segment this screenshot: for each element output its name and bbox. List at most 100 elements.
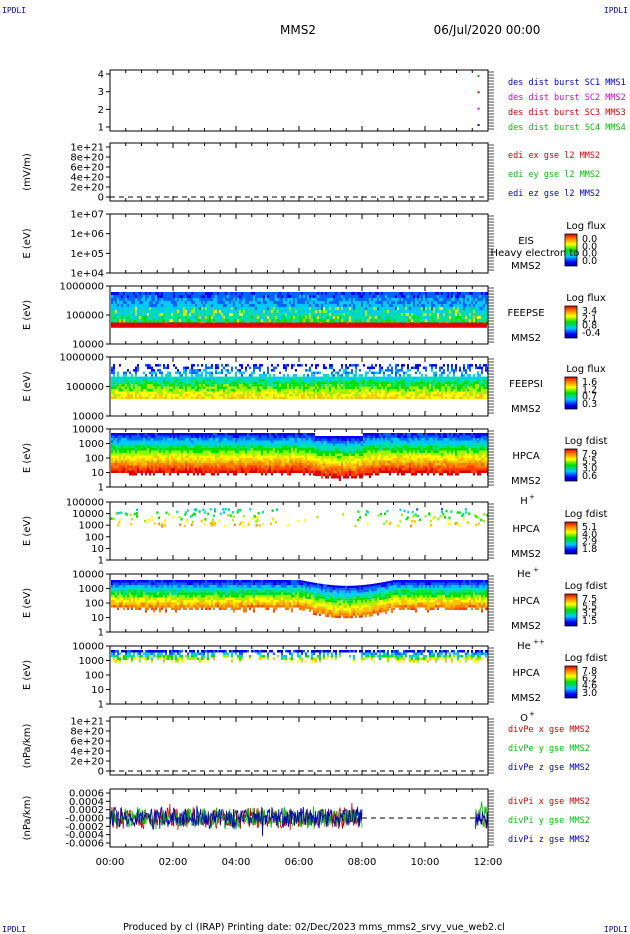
spectrogram-cell xyxy=(113,453,115,456)
spectrogram-cell xyxy=(231,369,233,372)
spectrogram-cell xyxy=(441,292,443,295)
spectrogram-cell xyxy=(327,307,329,310)
spectrogram-cell xyxy=(211,374,213,377)
spectrogram-cell xyxy=(177,391,179,395)
spectrogram-cell xyxy=(215,394,217,397)
spectrogram-cell xyxy=(253,391,255,395)
spectrogram-cell xyxy=(341,366,343,370)
spectrogram-cell xyxy=(263,396,265,400)
spectrogram-cell xyxy=(239,369,241,372)
spectrogram-cell xyxy=(243,379,245,382)
spectrogram-cell xyxy=(455,313,457,316)
spectrogram-cell xyxy=(367,301,369,304)
spectrogram-cell xyxy=(281,298,283,301)
spectrogram-cell xyxy=(215,376,217,380)
spectrogram-cell xyxy=(159,369,161,372)
spectrogram-cells-6 xyxy=(111,433,488,481)
spectrogram-cell xyxy=(139,448,141,451)
spectrogram-cell xyxy=(245,316,247,319)
spectrogram-cell xyxy=(297,391,299,395)
spectrogram-cell xyxy=(327,394,329,397)
spectrogram-cell xyxy=(181,319,183,322)
spectrogram-cell xyxy=(483,316,485,319)
spectrogram-cell xyxy=(257,394,259,397)
spectrogram-cell xyxy=(245,298,247,301)
spectrogram-cell xyxy=(145,364,147,367)
spectrogram-cell xyxy=(431,304,433,307)
spectrogram-cell xyxy=(347,394,349,397)
spectrogram-cell xyxy=(135,470,137,473)
spectrogram-cell xyxy=(145,448,147,451)
spectrogram-cell xyxy=(339,384,341,387)
spectrogram-cell xyxy=(393,394,395,397)
spectrogram-cell xyxy=(473,295,475,298)
spectrogram-cell xyxy=(193,292,195,295)
spectrogram-cell xyxy=(289,381,291,385)
spectrogram-cell xyxy=(403,295,405,298)
spectrogram-cell xyxy=(141,470,143,473)
spectrogram-cell xyxy=(463,369,465,372)
spectrogram-cell xyxy=(379,369,381,372)
spectrogram-cell xyxy=(421,304,423,307)
spectrogram-cell xyxy=(197,376,199,380)
spectrogram-cell xyxy=(227,394,229,397)
y-tick-label: 6e+20 xyxy=(70,163,104,174)
spectrogram-cell xyxy=(357,295,359,298)
spectrogram-cell xyxy=(113,384,115,387)
spectrogram-cell xyxy=(159,319,161,322)
spectrogram-cell xyxy=(261,389,263,392)
spectrogram-cell xyxy=(207,371,209,375)
spectrogram-cell xyxy=(271,298,273,301)
spectrogram-cell xyxy=(335,316,337,319)
spectrogram-cell xyxy=(353,301,355,304)
spectrogram-cell xyxy=(221,379,223,382)
spectrogram-cell xyxy=(415,391,417,395)
spectrogram-cell xyxy=(321,295,323,298)
spectrogram-cell xyxy=(265,389,267,392)
spectrogram-cell xyxy=(341,376,343,380)
spectrogram-cell xyxy=(175,381,177,385)
spectrogram-cell xyxy=(471,396,473,400)
spectrogram-cell xyxy=(351,298,353,301)
spectrogram-cell xyxy=(227,369,229,372)
spectrogram-cell xyxy=(185,369,187,372)
spectrogram-cell xyxy=(483,381,485,385)
spectrogram-cell xyxy=(169,396,171,400)
spectrogram-cell xyxy=(453,310,455,313)
spectrogram-cell xyxy=(305,394,307,397)
spectrogram-cell xyxy=(453,374,455,377)
spectrogram-cell xyxy=(125,386,127,390)
spectrogram-cell xyxy=(229,292,231,295)
spectrogram-cell xyxy=(111,443,113,446)
spectrogram-cell xyxy=(477,316,479,319)
spectrogram-cell xyxy=(135,376,137,380)
spectrogram-cell xyxy=(223,366,225,370)
spectrogram-cell xyxy=(195,310,197,313)
spectrogram-cell xyxy=(197,379,199,382)
spectrogram-cell xyxy=(451,304,453,307)
spectrogram-cell xyxy=(365,371,367,375)
spectrogram-cell xyxy=(141,458,143,461)
spectrogram-cell xyxy=(161,313,163,316)
spectrogram-cell xyxy=(485,396,487,400)
spectrogram-cell xyxy=(331,376,333,380)
spectrogram-cell xyxy=(193,301,195,304)
spectrogram-cell xyxy=(219,371,221,375)
spectrogram-cell xyxy=(127,440,129,443)
spectrogram-cell xyxy=(321,319,323,322)
spectrogram-cell xyxy=(393,295,395,298)
spectrogram-cell xyxy=(425,381,427,385)
spectrogram-cell xyxy=(453,295,455,298)
spectrogram-cell xyxy=(373,319,375,322)
spectrogram-cell xyxy=(277,307,279,310)
spectrogram-cell xyxy=(149,473,151,476)
spectrogram-cell xyxy=(271,396,273,400)
spectrogram-cell xyxy=(391,295,393,298)
spectrogram-cell xyxy=(441,366,443,370)
spectrogram-cell xyxy=(309,310,311,313)
spectrogram-cell xyxy=(235,307,237,310)
spectrogram-cell xyxy=(179,394,181,397)
spectrogram-cell xyxy=(205,389,207,392)
spectrogram-cell xyxy=(275,298,277,301)
spectrogram-cell xyxy=(443,376,445,380)
